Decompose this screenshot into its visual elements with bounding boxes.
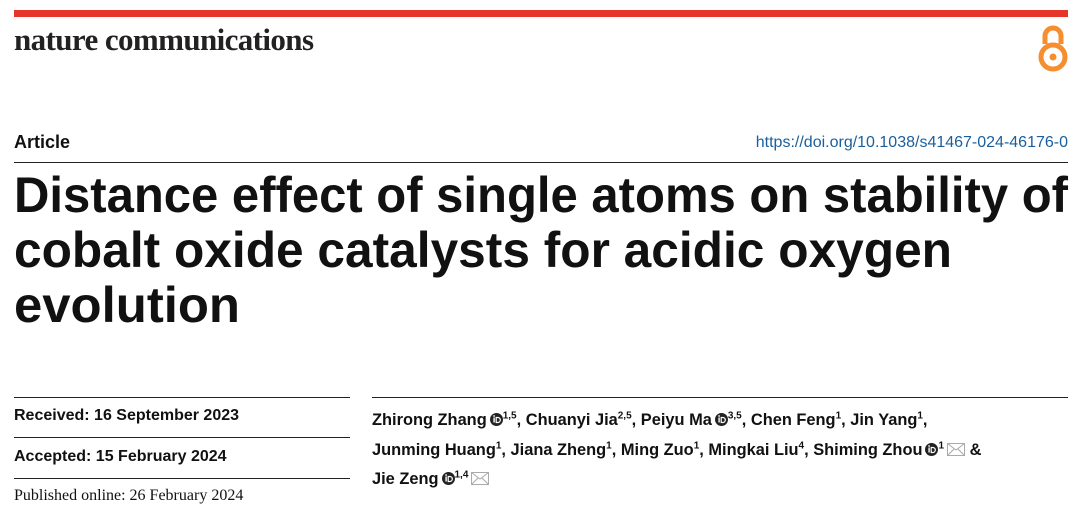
email-icon[interactable] [471, 472, 490, 486]
divider [372, 397, 1068, 398]
received-date: Received: 16 September 2023 [14, 407, 240, 424]
affiliation: 1 [693, 440, 700, 452]
author: Chen Feng1, [751, 411, 846, 429]
author-name: Jin Yang [850, 411, 918, 430]
divider [14, 478, 350, 479]
author-name: Peiyu Ma [640, 411, 712, 430]
doi-link[interactable]: https://doi.org/10.1038/s41467-024-46176… [755, 134, 1068, 151]
author-list: Zhirong Zhang 1,5, Chuanyi Jia2,5, Peiyu … [372, 404, 1062, 492]
author-name: Chen Feng [750, 411, 836, 430]
affiliation: 1 [495, 440, 502, 452]
affiliation: 1 [606, 440, 612, 452]
separator: , [699, 440, 704, 459]
separator: , [611, 440, 617, 459]
article-type: Article [14, 132, 71, 152]
author-name: Shiming Zhou [813, 440, 923, 459]
orcid-icon[interactable] [714, 413, 728, 427]
open-access-icon [1038, 25, 1068, 72]
separator: & [969, 440, 982, 459]
separator: , [741, 411, 747, 430]
divider [14, 397, 350, 398]
affiliation: 4 [798, 440, 805, 452]
separator: , [501, 440, 506, 459]
author: Ming Zuo1, [620, 440, 704, 459]
separator: , [922, 411, 928, 430]
author-name: Mingkai Liu [708, 440, 799, 459]
author: Mingkai Liu4, [708, 440, 809, 459]
divider [14, 437, 350, 438]
author: Jie Zeng 1,4 [372, 469, 490, 489]
title-line: evolution [14, 277, 240, 333]
author: Peiyu Ma 3,5, [641, 411, 747, 429]
separator: , [516, 411, 522, 430]
affiliation: 1 [917, 411, 923, 422]
separator: , [804, 440, 809, 459]
separator: , [631, 411, 637, 430]
journal-name: nature communications [14, 22, 314, 57]
separator: , [841, 411, 846, 430]
author-name: Junming Huang [372, 440, 496, 459]
orcid-icon[interactable] [489, 413, 503, 427]
orcid-icon[interactable] [441, 472, 455, 486]
published-date: Published online: 26 February 2024 [14, 487, 244, 504]
author-name: Chuanyi Jia [525, 411, 618, 430]
orcid-icon[interactable] [925, 442, 939, 456]
affiliation: 1 [938, 440, 945, 452]
author: Zhirong Zhang 1,5, [372, 411, 521, 429]
accepted-date: Accepted: 15 February 2024 [14, 448, 227, 465]
affiliation: 1,5 [502, 411, 517, 422]
top-bar [14, 10, 1068, 17]
author-name: Ming Zuo [620, 440, 694, 459]
divider [14, 162, 1068, 163]
author: Shiming Zhou 1 & [813, 440, 982, 459]
title-line: Distance effect of single atoms on stabi… [14, 167, 1068, 223]
author-name: Jiana Zheng [510, 440, 607, 459]
title: Distance effect of single atoms on stabi… [14, 167, 1068, 333]
affiliation: 3,5 [727, 411, 742, 422]
affiliation: 1,4 [454, 469, 469, 481]
affiliation: 1 [835, 411, 842, 422]
author: Chuanyi Jia2,5, [526, 411, 636, 429]
email-icon[interactable] [947, 442, 966, 456]
author-name: Jie Zeng [372, 470, 439, 489]
author: Junming Huang1, [372, 440, 506, 459]
author: Jiana Zheng1, [510, 440, 617, 459]
affiliation: 2,5 [617, 411, 632, 422]
author: Jin Yang1, [850, 411, 927, 429]
title-line: cobalt oxide catalysts for acidic oxygen [14, 222, 952, 278]
author-name: Zhirong Zhang [372, 411, 487, 430]
